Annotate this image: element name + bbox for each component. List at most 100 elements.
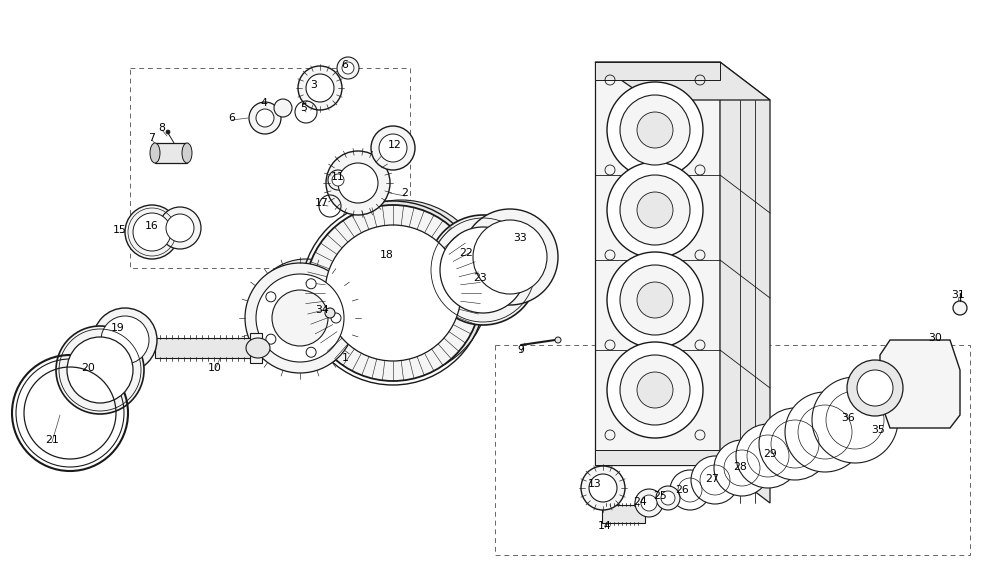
Ellipse shape: [785, 392, 865, 472]
Ellipse shape: [133, 213, 171, 251]
Ellipse shape: [661, 491, 675, 505]
Text: 24: 24: [633, 497, 647, 507]
Ellipse shape: [696, 461, 734, 499]
Text: 33: 33: [513, 233, 527, 243]
Ellipse shape: [637, 372, 673, 408]
Ellipse shape: [251, 259, 361, 369]
Ellipse shape: [342, 62, 354, 74]
Text: 12: 12: [388, 140, 402, 150]
Circle shape: [166, 130, 170, 134]
Text: 34: 34: [315, 305, 329, 315]
Ellipse shape: [607, 252, 703, 348]
Circle shape: [266, 292, 276, 302]
Text: 8: 8: [159, 123, 165, 133]
Ellipse shape: [245, 263, 355, 373]
Circle shape: [953, 301, 967, 315]
Ellipse shape: [581, 466, 625, 510]
Text: 1: 1: [342, 353, 348, 363]
Text: 9: 9: [518, 345, 524, 355]
Ellipse shape: [101, 316, 149, 364]
Text: 6: 6: [342, 60, 348, 70]
Ellipse shape: [313, 200, 489, 376]
Text: 5: 5: [301, 103, 307, 113]
Ellipse shape: [812, 377, 898, 463]
Text: 13: 13: [588, 479, 602, 489]
Ellipse shape: [759, 408, 831, 480]
Circle shape: [306, 347, 316, 358]
Ellipse shape: [822, 387, 888, 453]
Ellipse shape: [720, 446, 764, 490]
Ellipse shape: [589, 474, 617, 502]
Text: 6: 6: [229, 113, 235, 123]
Polygon shape: [595, 62, 720, 465]
Ellipse shape: [328, 170, 348, 190]
Ellipse shape: [67, 337, 133, 403]
Circle shape: [266, 334, 276, 344]
Text: 29: 29: [763, 449, 777, 459]
Text: 35: 35: [871, 425, 885, 435]
Ellipse shape: [272, 290, 328, 346]
Ellipse shape: [93, 308, 157, 372]
Ellipse shape: [620, 265, 690, 335]
Ellipse shape: [428, 215, 538, 325]
Circle shape: [306, 279, 316, 289]
Text: 26: 26: [675, 485, 689, 495]
Ellipse shape: [635, 489, 663, 517]
Ellipse shape: [379, 134, 407, 162]
Polygon shape: [880, 340, 960, 428]
Text: 17: 17: [315, 198, 329, 208]
Circle shape: [555, 337, 561, 343]
Ellipse shape: [674, 474, 706, 506]
Ellipse shape: [767, 416, 823, 472]
Text: 7: 7: [149, 133, 155, 143]
Ellipse shape: [326, 151, 390, 215]
Ellipse shape: [714, 440, 770, 496]
Ellipse shape: [607, 82, 703, 178]
Ellipse shape: [166, 214, 194, 242]
Text: 16: 16: [145, 221, 159, 231]
Ellipse shape: [462, 209, 558, 305]
Ellipse shape: [691, 456, 739, 504]
Text: 31: 31: [951, 290, 965, 300]
Ellipse shape: [305, 205, 481, 381]
Text: 2: 2: [402, 188, 408, 198]
Text: 30: 30: [928, 333, 942, 343]
Ellipse shape: [736, 424, 800, 488]
Polygon shape: [595, 450, 720, 465]
Ellipse shape: [656, 486, 680, 510]
Ellipse shape: [743, 431, 793, 481]
Polygon shape: [155, 143, 187, 163]
Polygon shape: [595, 62, 770, 100]
Ellipse shape: [794, 401, 856, 463]
Ellipse shape: [56, 326, 144, 414]
Ellipse shape: [440, 227, 526, 313]
Text: 21: 21: [45, 435, 59, 445]
Polygon shape: [250, 333, 262, 363]
Ellipse shape: [337, 57, 359, 79]
Ellipse shape: [857, 370, 893, 406]
Ellipse shape: [338, 163, 378, 203]
Ellipse shape: [607, 342, 703, 438]
Text: 19: 19: [111, 323, 125, 333]
Circle shape: [325, 308, 335, 318]
Ellipse shape: [325, 225, 461, 361]
Polygon shape: [602, 505, 645, 523]
Ellipse shape: [371, 126, 415, 170]
Circle shape: [274, 99, 292, 117]
Circle shape: [331, 313, 341, 323]
Text: 22: 22: [459, 248, 473, 258]
Text: 11: 11: [331, 172, 345, 182]
Ellipse shape: [620, 175, 690, 245]
Ellipse shape: [298, 66, 342, 110]
Ellipse shape: [607, 162, 703, 258]
Ellipse shape: [150, 143, 160, 163]
Text: 3: 3: [311, 80, 317, 90]
Ellipse shape: [256, 109, 274, 127]
Text: 10: 10: [208, 363, 222, 373]
Ellipse shape: [246, 338, 270, 358]
Text: 23: 23: [473, 273, 487, 283]
Ellipse shape: [637, 112, 673, 148]
Text: 14: 14: [598, 521, 612, 531]
Ellipse shape: [670, 470, 710, 510]
Text: 27: 27: [705, 474, 719, 484]
